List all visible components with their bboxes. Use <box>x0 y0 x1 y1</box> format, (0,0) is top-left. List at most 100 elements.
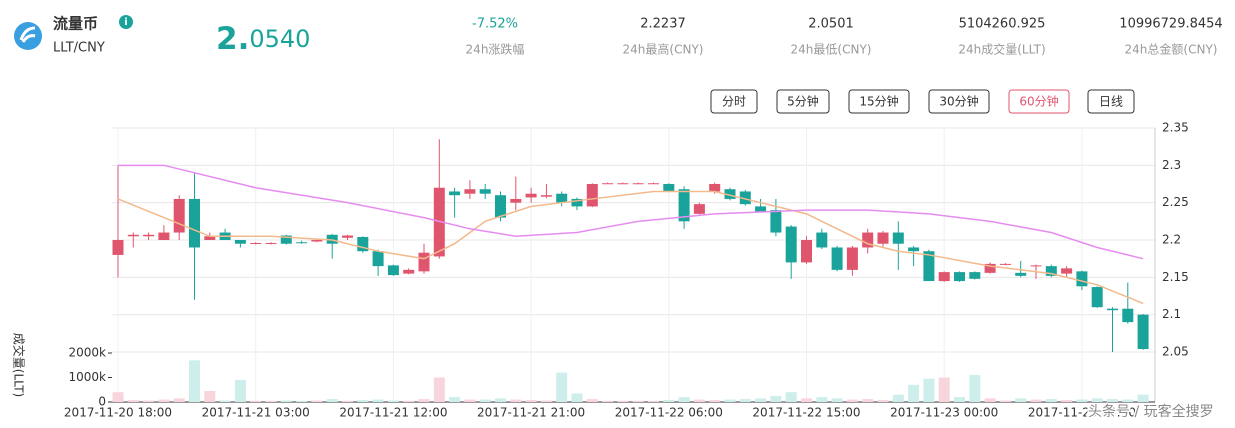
volume-bar <box>755 398 767 402</box>
candle-body <box>143 234 155 237</box>
volume-bar <box>586 399 598 402</box>
volume-bar <box>999 400 1011 402</box>
price: 2.0540 <box>216 21 310 57</box>
candle-body <box>969 272 981 279</box>
candle-body <box>1015 272 1027 276</box>
y-tick-label: 2.05 <box>1162 345 1189 359</box>
volume-bar <box>617 400 629 402</box>
candle-body <box>280 235 292 244</box>
candle-body <box>938 272 950 282</box>
volume-bar <box>127 400 139 402</box>
candle-body <box>892 232 904 244</box>
x-tick-label: 2017-11-21 03:00 <box>202 406 310 420</box>
button-frame <box>1008 89 1070 114</box>
candle-body <box>1061 268 1073 274</box>
candle-body <box>617 183 629 185</box>
volume-bar <box>556 372 568 402</box>
candle-body <box>372 251 384 267</box>
volume-bar <box>709 400 721 402</box>
volume-bar <box>846 399 858 402</box>
volume-bar <box>250 400 262 402</box>
x-tick-label: 2017-11-23 09:00 <box>1028 406 1136 420</box>
candle-body <box>127 234 139 237</box>
volume-bar <box>158 399 170 402</box>
candle-body <box>449 191 461 196</box>
candle-body <box>464 189 476 194</box>
period-button[interactable]: 分时 <box>710 89 758 114</box>
volume-bar <box>908 384 920 402</box>
volume-bar <box>724 399 736 402</box>
button-frame <box>776 89 830 114</box>
volume-bar <box>403 400 415 402</box>
candle-body <box>632 183 644 185</box>
candle-body <box>495 195 506 218</box>
candle-body <box>357 237 369 252</box>
candle-body <box>739 191 751 205</box>
volume-bar <box>571 393 583 402</box>
volume-bar <box>433 377 445 402</box>
volume-bar <box>326 399 338 402</box>
volume-bar <box>464 399 476 402</box>
volume-bar <box>1015 398 1027 402</box>
volume-bar <box>1076 399 1088 402</box>
candle-body <box>1030 265 1042 267</box>
volume-bar <box>112 392 124 402</box>
coin-name: 流量币 <box>53 15 98 33</box>
period-button[interactable]: 5分钟 <box>776 89 830 114</box>
candle-body <box>418 252 430 272</box>
volume-bar <box>296 400 308 402</box>
stat-label: 24h涨跌幅 <box>466 42 525 57</box>
candle-body <box>540 195 552 197</box>
candle-body <box>908 247 920 252</box>
volume-tick-label: 2000k <box>69 346 107 360</box>
candle-body <box>556 193 568 203</box>
volume-bar <box>816 397 828 402</box>
volume-bar <box>632 400 644 402</box>
button-label: 分时 <box>722 95 746 109</box>
info-icon[interactable] <box>119 15 133 29</box>
candle-body <box>1076 271 1088 287</box>
candle-body <box>387 265 399 276</box>
volume-bar <box>984 398 996 402</box>
volume-bar <box>770 395 782 402</box>
candle-body <box>1122 308 1134 323</box>
volume-bar <box>143 400 155 402</box>
stat-label: 24h成交量(LLT) <box>958 42 1045 57</box>
volume-bar <box>540 400 552 402</box>
volume-bar <box>1091 398 1103 402</box>
volume-bar <box>1137 394 1149 402</box>
period-button[interactable]: 60分钟 <box>1008 89 1070 114</box>
volume-bar <box>938 377 950 402</box>
candle-body <box>1091 287 1103 308</box>
candle-body <box>770 210 782 233</box>
button-label: 15分钟 <box>859 94 898 109</box>
volume-bar <box>831 398 843 402</box>
stat-label: 24h最高(CNY) <box>623 42 704 57</box>
stat-value: 2.2237 <box>640 17 686 32</box>
button-frame <box>928 89 990 114</box>
candle-body <box>693 204 705 214</box>
candle-body <box>923 251 935 282</box>
volume-bar <box>525 400 537 402</box>
candle-body <box>479 189 491 194</box>
period-button[interactable]: 30分钟 <box>928 89 990 114</box>
candle-body <box>801 240 812 263</box>
stat-label: 24h最低(CNY) <box>791 43 872 57</box>
button-frame <box>710 89 758 114</box>
volume-bar <box>189 360 200 402</box>
candle-body <box>1045 266 1057 276</box>
candle-body <box>265 242 277 244</box>
pair: LLT/CNY <box>53 41 105 56</box>
volume-bar <box>265 400 277 402</box>
candle-body <box>831 247 843 270</box>
volume-bar <box>418 399 430 402</box>
candle-body <box>816 232 828 248</box>
volume-bar <box>234 379 246 402</box>
volume-bar <box>663 400 675 402</box>
y-tick-label: 2.35 <box>1162 121 1189 135</box>
period-button[interactable]: 日线 <box>1087 89 1135 114</box>
button-frame <box>848 89 910 114</box>
volume-axis-label: 成交量(LLT) <box>12 333 27 397</box>
period-button[interactable]: 15分钟 <box>848 89 910 114</box>
